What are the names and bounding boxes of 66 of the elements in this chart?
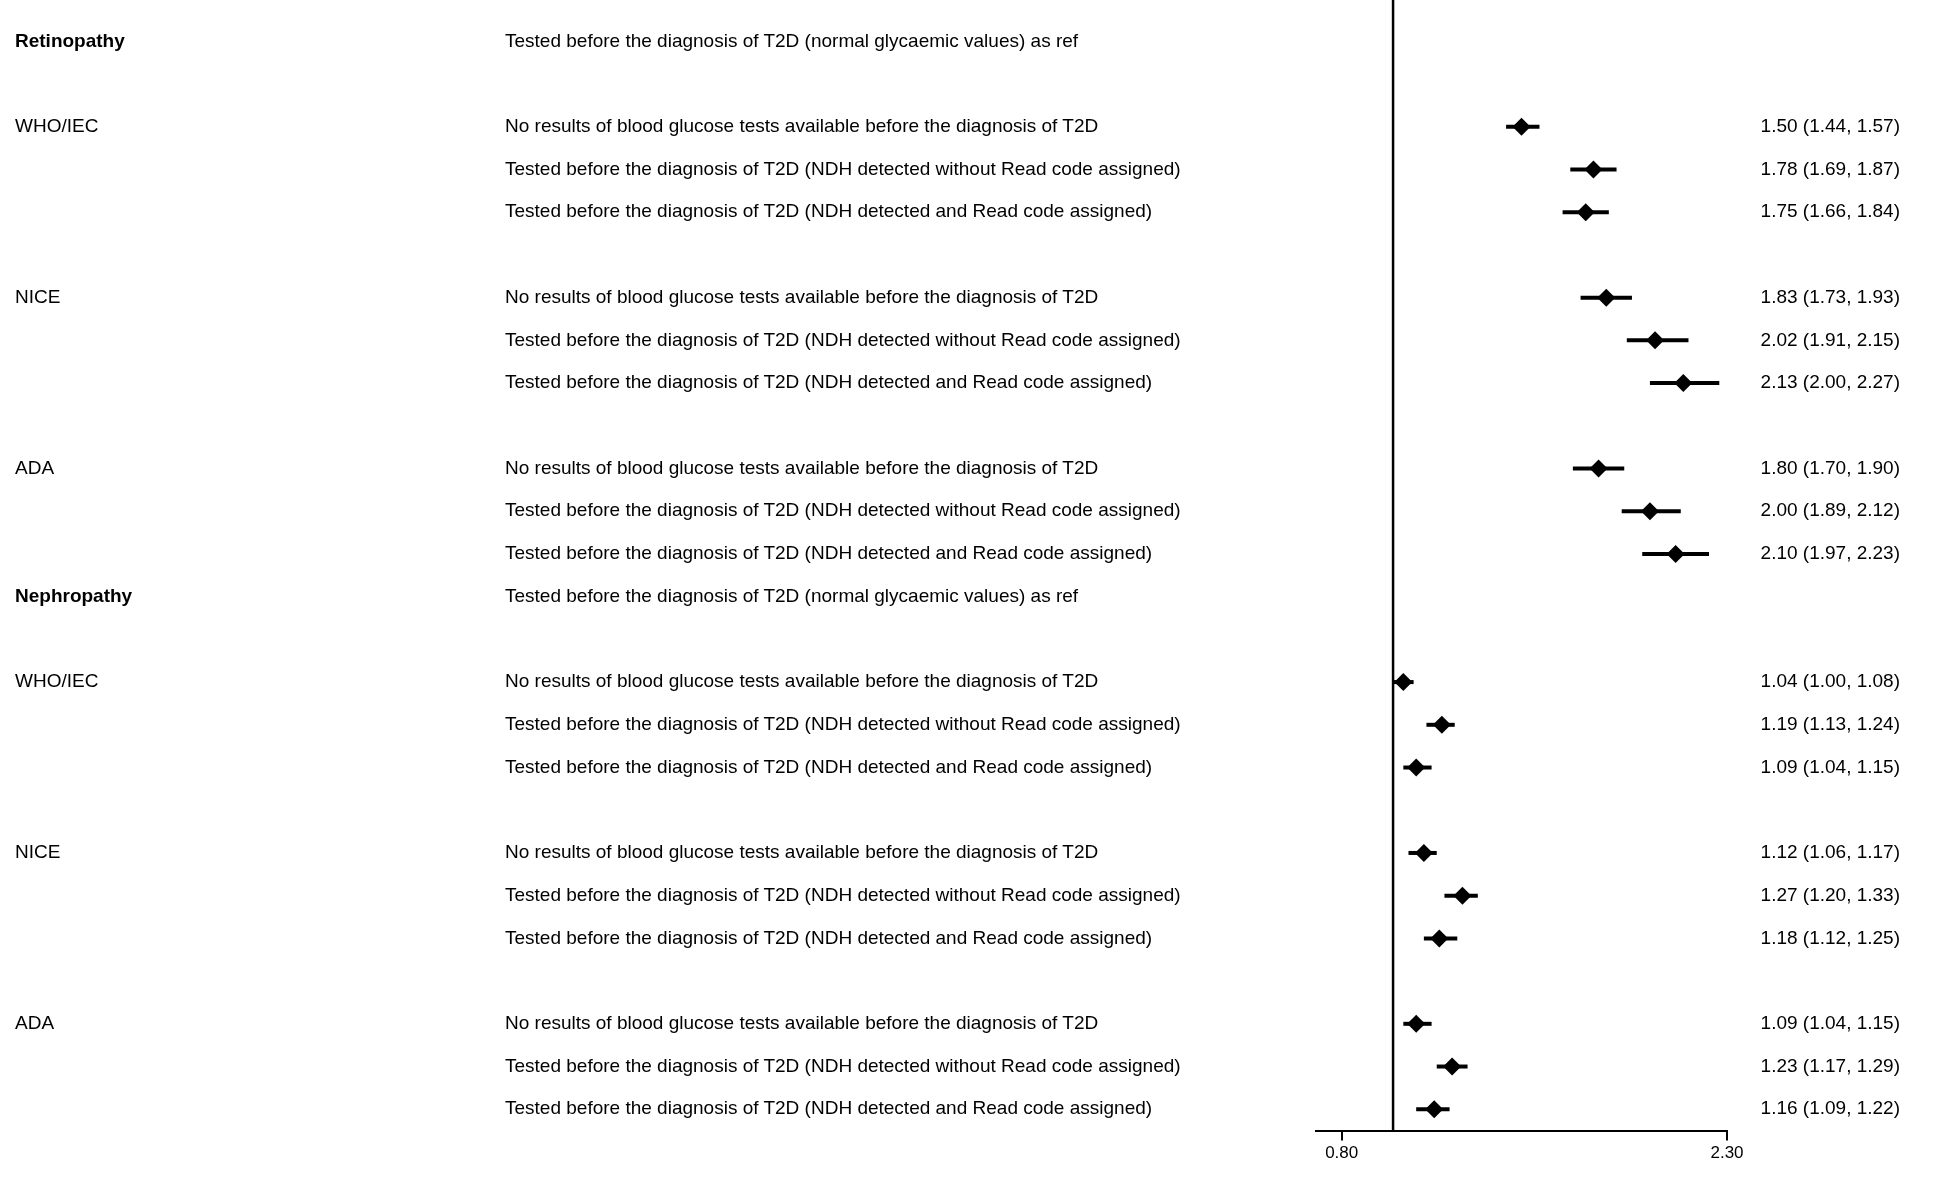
data-label: 1.83 (1.73, 1.93) xyxy=(1760,285,1900,307)
data-label: 1.27 (1.20, 1.33) xyxy=(1760,883,1900,905)
x-tick-label: 2.30 xyxy=(1710,1143,1744,1163)
data-label: 2.13 (2.00, 2.27) xyxy=(1760,371,1900,393)
y-tick-label: Tested before the diagnosis of T2D (normal glycaemic values) as ref xyxy=(505,29,1079,51)
y2-tick-label: ADA xyxy=(15,456,55,478)
data-label: 1.18 (1.12, 1.25) xyxy=(1760,926,1900,948)
data-label: 2.02 (1.91, 2.15) xyxy=(1760,328,1900,350)
point xyxy=(1432,715,1451,734)
y-tick-label: Tested before the diagnosis of T2D (normal glycaemic values) as ref xyxy=(505,584,1079,606)
y-tick-label: No results of blood glucose tests available before the diagnosis of T2D xyxy=(505,1012,1099,1034)
data-label: 1.75 (1.66, 1.84) xyxy=(1760,200,1900,222)
point xyxy=(1425,1100,1444,1119)
y-tick-label: No results of blood glucose tests available before the diagnosis of T2D xyxy=(505,670,1099,692)
y2-tick-label: Nephropathy xyxy=(15,584,133,606)
y-tick-label: Tested before the diagnosis of T2D (NDH detected and Read code assigned) xyxy=(505,755,1153,777)
y-tick-label: Tested before the diagnosis of T2D (NDH detected without Read code assigned) xyxy=(505,499,1181,521)
point xyxy=(1576,203,1595,222)
y-tick-label: No results of blood glucose tests available before the diagnosis of T2D xyxy=(505,285,1099,307)
y-tick-label: No results of blood glucose tests available before the diagnosis of T2D xyxy=(505,115,1099,137)
point xyxy=(1394,673,1413,692)
data-label: 1.04 (1.00, 1.08) xyxy=(1760,670,1900,692)
point xyxy=(1646,331,1665,350)
data-label: 1.09 (1.04, 1.15) xyxy=(1760,1012,1900,1034)
y-tick-label: No results of blood glucose tests available before the diagnosis of T2D xyxy=(505,841,1099,863)
point xyxy=(1414,843,1433,862)
data-label: 1.16 (1.09, 1.22) xyxy=(1760,1097,1900,1119)
y2-tick-label: NICE xyxy=(15,285,61,307)
point xyxy=(1589,459,1608,478)
y-tick-label: Tested before the diagnosis of T2D (NDH detected and Read code assigned) xyxy=(505,542,1153,564)
data-label: 1.50 (1.44, 1.57) xyxy=(1760,115,1900,137)
point xyxy=(1407,758,1426,777)
y2-tick-label: NICE xyxy=(15,841,61,863)
data-label: 1.19 (1.13, 1.24) xyxy=(1760,713,1900,735)
y2-tick-label: ADA xyxy=(15,1012,55,1034)
x-tick-label: 0.80 xyxy=(1325,1143,1359,1163)
y-tick-label: Tested before the diagnosis of T2D (NDH detected and Read code assigned) xyxy=(505,1097,1153,1119)
point xyxy=(1512,117,1531,136)
data-label: 1.12 (1.06, 1.17) xyxy=(1760,841,1900,863)
point xyxy=(1674,374,1693,393)
y2-tick-label: WHO/IEC xyxy=(15,115,99,137)
y-tick-label: Tested before the diagnosis of T2D (NDH detected without Read code assigned) xyxy=(505,1054,1181,1076)
data-label: 1.80 (1.70, 1.90) xyxy=(1760,456,1900,478)
y-tick-label: No results of blood glucose tests available before the diagnosis of T2D xyxy=(505,456,1099,478)
point xyxy=(1430,929,1449,948)
data-label: 1.23 (1.17, 1.29) xyxy=(1760,1054,1900,1076)
data-label: 2.10 (1.97, 2.23) xyxy=(1760,542,1900,564)
y-tick-label: Tested before the diagnosis of T2D (NDH detected without Read code assigned) xyxy=(505,157,1181,179)
y-tick-label: Tested before the diagnosis of T2D (NDH detected without Read code assigned) xyxy=(505,328,1181,350)
point xyxy=(1407,1014,1426,1033)
y-tick-label: Tested before the diagnosis of T2D (NDH detected and Read code assigned) xyxy=(505,926,1153,948)
point xyxy=(1666,544,1685,563)
point xyxy=(1597,288,1616,307)
y-tick-label: Tested before the diagnosis of T2D (NDH detected without Read code assigned) xyxy=(505,883,1181,905)
y-tick-label: Tested before the diagnosis of T2D (NDH detected without Read code assigned) xyxy=(505,713,1181,735)
data-label: 1.09 (1.04, 1.15) xyxy=(1760,755,1900,777)
y-tick-label: Tested before the diagnosis of T2D (NDH detected and Read code assigned) xyxy=(505,371,1153,393)
data-label: 2.00 (1.89, 2.12) xyxy=(1760,499,1900,521)
data-label: 1.78 (1.69, 1.87) xyxy=(1760,157,1900,179)
point xyxy=(1443,1057,1462,1076)
y2-tick-label: WHO/IEC xyxy=(15,670,99,692)
y2-tick-label: Retinopathy xyxy=(15,29,126,51)
point xyxy=(1584,160,1603,179)
point xyxy=(1453,886,1472,905)
y-tick-label: Tested before the diagnosis of T2D (NDH detected and Read code assigned) xyxy=(505,200,1153,222)
point xyxy=(1640,502,1659,521)
